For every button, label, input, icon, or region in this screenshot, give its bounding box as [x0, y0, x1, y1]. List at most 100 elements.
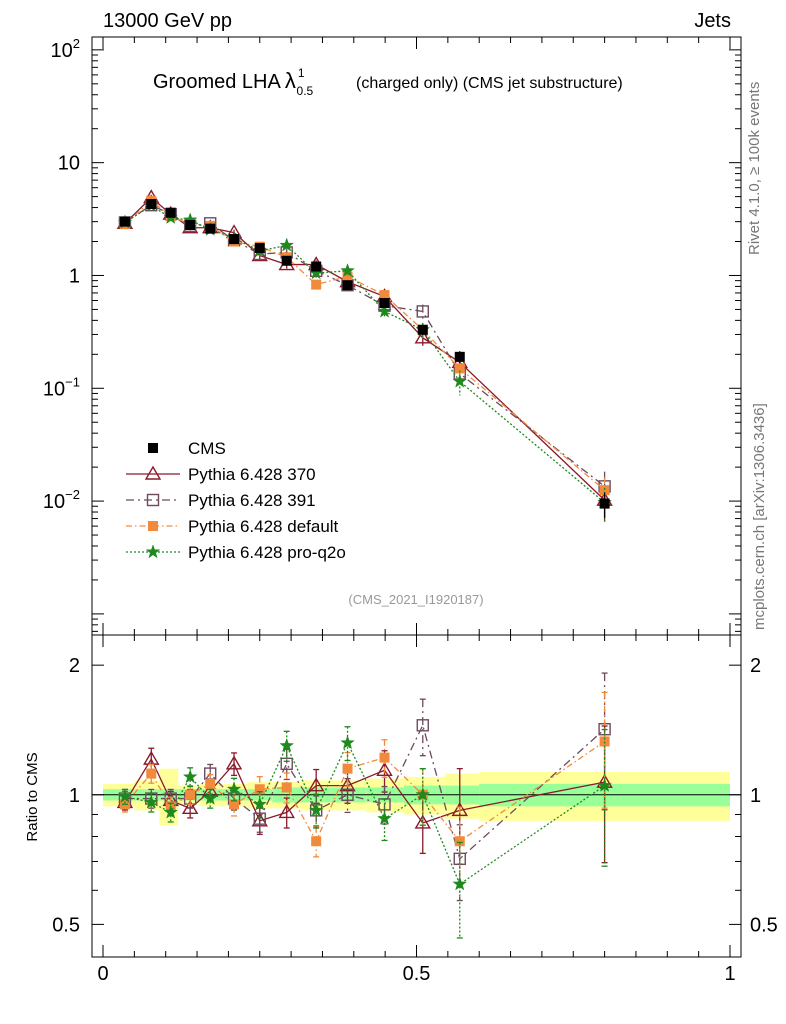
ratio-ylabel: Ratio to CMS [24, 752, 41, 841]
data-point [377, 303, 392, 318]
x-tick-label: 1 [724, 963, 735, 985]
chart-title-suffix: (charged only) (CMS jet substructure) [356, 75, 623, 92]
ratio-point [281, 782, 292, 793]
ratio-point [205, 778, 216, 789]
y-tick-label: 102 [51, 36, 80, 62]
ratio-point [229, 799, 240, 810]
ratio-point [379, 752, 390, 763]
series-4-ratio [117, 726, 613, 939]
data-point [342, 280, 353, 291]
data-point [185, 220, 196, 231]
analysis-id: (CMS_2021_I1920187) [348, 592, 483, 607]
ratio-point [143, 794, 159, 809]
x-tick-label: 0.5 [403, 963, 431, 985]
ratio-panel: 0 0.5 1 0.5 0.5 1 1 2 2 [52, 634, 778, 985]
ratio-point [146, 768, 157, 779]
legend-marker [146, 493, 160, 507]
mcplots-label: mcplots.cern.ch [arXiv:1306.3436] [751, 403, 768, 630]
ratio-point [182, 769, 198, 784]
series-3-main [119, 195, 610, 508]
legend-label: Pythia 6.428 391 [188, 491, 316, 510]
ratio-point [311, 836, 322, 847]
data-point [454, 363, 465, 374]
ratio-point [599, 736, 610, 747]
legend-label: Pythia 6.428 370 [188, 465, 316, 484]
data-point [281, 255, 292, 266]
ratio-point [181, 799, 199, 815]
data-point [417, 324, 428, 335]
ratio-point [307, 777, 325, 792]
ratio-point [254, 784, 265, 795]
ratio-point [376, 761, 393, 776]
ratio-point [597, 777, 613, 792]
data-point [146, 199, 157, 210]
ratio-point [308, 802, 324, 817]
data-point [416, 305, 429, 318]
ratio-point [415, 787, 431, 802]
legend: CMS Pythia 6.428 370 Pythia 6.428 391 Pythi… [126, 439, 346, 562]
ratio-point [339, 777, 356, 792]
data-point [311, 279, 322, 290]
y-tick-label: 10−2 [43, 487, 80, 513]
ratio-y-tick-label-right: 1 [750, 785, 761, 807]
data-point [379, 290, 390, 301]
ratio-y-tick-label: 2 [69, 655, 80, 677]
data-point [340, 263, 355, 278]
legend-marker [144, 465, 162, 480]
data-point [379, 298, 390, 309]
series-line [124, 204, 606, 504]
ratio-y-tick-label: 1 [69, 785, 80, 807]
main-panel: 10−2 10−1 1 10 102 [43, 36, 742, 957]
data-point [254, 243, 265, 254]
data-point [311, 261, 322, 272]
rivet-label: Rivet 4.1.0, ≥ 100k events [746, 82, 763, 255]
chart-title: Groomed LHA λ 1 0.5 [153, 66, 314, 98]
data-point [342, 271, 353, 282]
legend-label: Pythia 6.428 default [188, 517, 339, 536]
data-point [454, 351, 465, 362]
ratio-point [280, 757, 293, 771]
data-point [165, 207, 176, 218]
ratio-point [117, 788, 133, 803]
data-point [205, 223, 216, 234]
ratio-point [340, 735, 355, 750]
ratio-y-tick-label-right: 2 [750, 655, 761, 677]
ratio-frame [91, 634, 742, 958]
ratio-point [377, 810, 392, 825]
ratio-point [202, 790, 218, 805]
series-0-main [119, 199, 610, 518]
data-point [414, 329, 431, 344]
ratio-y-tick-label-right: 0.5 [750, 914, 778, 936]
ratio-point [252, 796, 268, 811]
ratio-point [185, 789, 196, 800]
ratio-point [163, 804, 179, 819]
ratio-point [414, 814, 431, 829]
y-tick-label: 10−1 [43, 374, 80, 400]
data-point [229, 234, 240, 245]
legend-marker [148, 443, 158, 453]
y-tick-label: 1 [69, 265, 80, 287]
data-point [452, 373, 468, 388]
header-right: Jets [694, 10, 731, 32]
ratio-point [451, 801, 468, 817]
series-ratio-line [124, 723, 606, 861]
data-point [119, 216, 130, 227]
ratio-point [342, 763, 353, 774]
data-point [599, 485, 610, 496]
series-2-main [118, 198, 611, 508]
legend-label: Pythia 6.428 pro-q2o [188, 543, 346, 562]
ratio-point [226, 781, 242, 796]
ratio-point [452, 876, 468, 891]
ratio-y-tick-label: 0.5 [52, 914, 80, 936]
legend-marker [148, 521, 158, 531]
ratio-point [225, 755, 243, 770]
y-tick-label: 10 [58, 153, 80, 175]
ratio-point [416, 719, 429, 732]
data-point [279, 237, 295, 252]
legend-marker [145, 544, 161, 559]
ratio-point [279, 737, 295, 753]
x-tick-label: 0 [97, 963, 108, 985]
data-point [599, 498, 610, 509]
ratio-point [454, 836, 465, 847]
